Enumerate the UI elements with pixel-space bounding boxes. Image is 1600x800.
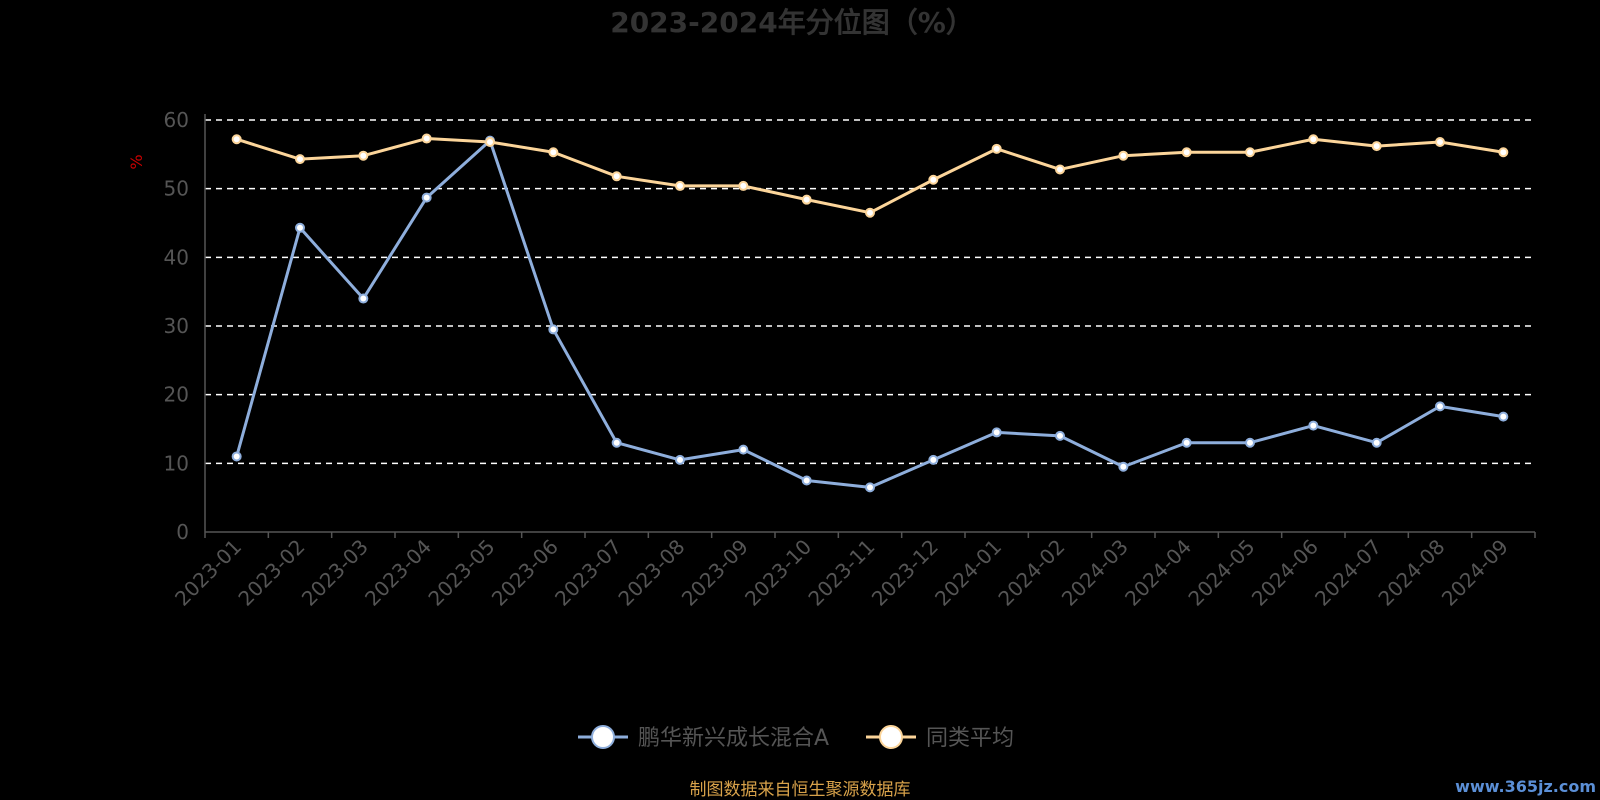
data-point[interactable]: [675, 180, 685, 191]
data-point[interactable]: [801, 475, 812, 486]
data-point[interactable]: [548, 324, 559, 335]
data-point[interactable]: [1245, 437, 1255, 448]
data-point[interactable]: [865, 482, 875, 493]
x-tick-labels: 2023-012023-022023-032023-042023-052023-…: [170, 535, 1513, 611]
x-tick-label: 2024-09: [1437, 535, 1513, 611]
data-point[interactable]: [231, 134, 242, 145]
data-point[interactable]: [1498, 147, 1509, 158]
watermark: www.365jz.com: [1455, 777, 1596, 796]
data-point[interactable]: [1435, 136, 1445, 147]
grid-lines: [205, 119, 1535, 465]
data-point[interactable]: [231, 451, 242, 462]
data-point[interactable]: [1118, 150, 1129, 161]
data-point[interactable]: [421, 192, 432, 203]
data-point[interactable]: [295, 222, 305, 233]
data-point[interactable]: [991, 143, 1002, 154]
x-tick-label: 2024-04: [1120, 535, 1196, 611]
x-tick-label: 2024-01: [930, 535, 1006, 611]
data-point[interactable]: [1181, 147, 1192, 158]
data-point[interactable]: [1055, 164, 1065, 175]
data-point[interactable]: [1055, 430, 1065, 441]
data-point[interactable]: [738, 444, 749, 455]
legend-marker[interactable]: [591, 725, 615, 749]
y-tick-label: 60: [164, 108, 189, 132]
data-point[interactable]: [1118, 461, 1129, 472]
data-source-note: 制图数据来自恒生聚源数据库: [690, 780, 911, 800]
data-point[interactable]: [675, 454, 685, 465]
data-point[interactable]: [928, 174, 939, 185]
data-point[interactable]: [611, 437, 622, 448]
data-point[interactable]: [738, 180, 749, 191]
y-tick-label: 50: [164, 177, 189, 201]
x-tick-label: 2023-11: [803, 535, 879, 611]
data-point[interactable]: [1498, 411, 1509, 422]
x-tick-label: 2024-06: [1247, 535, 1323, 611]
data-point[interactable]: [1181, 437, 1192, 448]
x-tick-label: 2023-04: [360, 535, 436, 611]
data-point[interactable]: [358, 150, 369, 161]
y-tick-label: 10: [164, 451, 189, 475]
legend[interactable]: 鹏华新兴成长混合A 同类平均: [578, 725, 1014, 751]
x-tick-label: 2024-02: [993, 535, 1069, 611]
y-tick-label: 40: [164, 245, 189, 269]
y-tick-labels: 0 10 20 30 40 50 60: [164, 108, 189, 544]
axes: [204, 114, 1536, 538]
x-tick-label: 2024-08: [1373, 535, 1449, 611]
x-tick-label: 2024-07: [1310, 535, 1386, 611]
y-tick-label: 30: [164, 314, 189, 338]
data-point[interactable]: [358, 293, 369, 304]
data-point[interactable]: [1371, 141, 1382, 152]
x-tick-label: 2023-10: [740, 535, 816, 611]
x-tick-label: 2023-08: [613, 535, 689, 611]
y-tick-label: 0: [176, 520, 189, 544]
x-tick-label: 2023-03: [297, 535, 373, 611]
data-point[interactable]: [801, 194, 812, 205]
data-point[interactable]: [991, 427, 1002, 438]
legend-label[interactable]: 同类平均: [926, 726, 1014, 751]
x-tick-label: 2024-03: [1057, 535, 1133, 611]
data-point[interactable]: [1371, 437, 1382, 448]
y-tick-label: 20: [164, 383, 189, 407]
data-point[interactable]: [865, 207, 875, 218]
data-point[interactable]: [1435, 401, 1445, 412]
x-tick-label: 2023-12: [867, 535, 943, 611]
x-tick-label: 2024-05: [1183, 535, 1259, 611]
x-tick-label: 2023-07: [550, 535, 626, 611]
data-point[interactable]: [548, 147, 559, 158]
data-point[interactable]: [421, 133, 432, 144]
data-point[interactable]: [611, 171, 622, 182]
data-point[interactable]: [1308, 134, 1319, 145]
data-point[interactable]: [1245, 147, 1255, 158]
chart-title: 2023-2024年分位图（%）: [610, 6, 974, 39]
legend-label[interactable]: 鹏华新兴成长混合A: [638, 726, 829, 751]
data-point[interactable]: [1308, 420, 1319, 431]
series-group: [231, 133, 1509, 493]
data-point[interactable]: [928, 454, 939, 465]
data-point[interactable]: [295, 154, 305, 165]
x-tick-label: 2023-09: [677, 535, 753, 611]
legend-marker[interactable]: [879, 725, 903, 749]
y-axis-label: %: [127, 154, 146, 169]
x-tick-label: 2023-02: [233, 535, 309, 611]
data-point[interactable]: [485, 136, 495, 147]
x-tick-label: 2023-05: [423, 535, 499, 611]
x-tick-label: 2023-06: [487, 535, 563, 611]
x-tick-label: 2023-01: [170, 535, 246, 611]
